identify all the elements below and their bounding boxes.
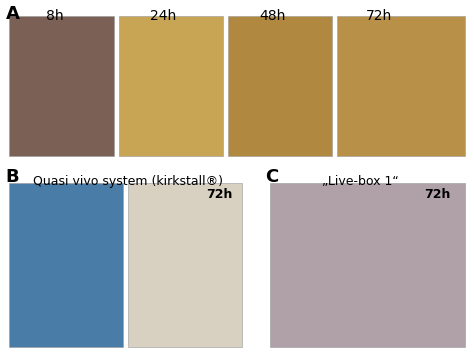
Bar [118,16,223,156]
Bar [228,16,332,156]
Bar [9,183,123,347]
Text: A: A [6,5,19,23]
Text: 72h: 72h [206,188,232,201]
Text: Quasi vivo system (kirkstall®): Quasi vivo system (kirkstall®) [33,175,223,188]
Bar [337,16,465,156]
Text: 72h: 72h [366,9,392,23]
Text: „Live-box 1“: „Live-box 1“ [322,175,399,188]
Text: C: C [265,168,279,186]
Bar [270,183,465,347]
Text: B: B [6,168,19,186]
Text: 8h: 8h [46,9,64,23]
Text: 48h: 48h [259,9,286,23]
Text: 72h: 72h [424,188,450,201]
Bar [128,183,242,347]
Text: 24h: 24h [150,9,177,23]
Bar [9,16,114,156]
